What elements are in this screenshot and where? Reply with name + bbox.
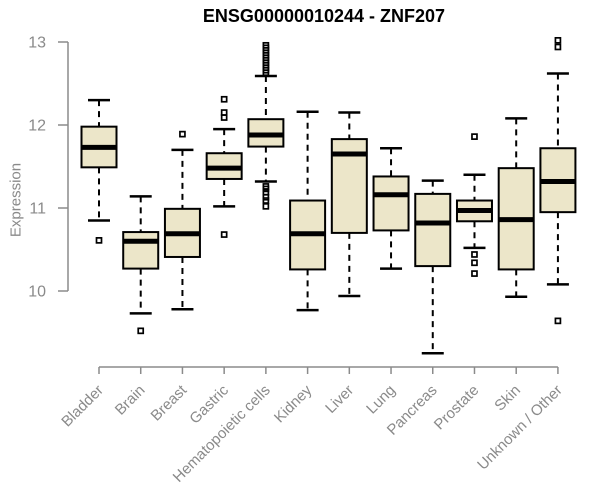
outlier-point	[262, 69, 270, 77]
outlier-point	[471, 251, 478, 258]
outlier-point	[471, 259, 478, 267]
x-axis-label-lung: Lung	[363, 382, 399, 418]
box-prostate	[455, 133, 493, 277]
y-axis-tick-label: 10	[28, 284, 46, 301]
outlier-point	[262, 202, 270, 210]
x-axis-label-skin: Skin	[491, 382, 524, 415]
outlier-point	[95, 237, 103, 244]
x-axis-label-kidney: Kidney	[271, 381, 316, 426]
outlier-point	[179, 130, 186, 138]
y-axis-title: Expression	[7, 162, 25, 238]
outlier-point	[554, 36, 562, 44]
outlier-point	[137, 327, 145, 335]
box-bladder	[80, 98, 118, 244]
iqr-box	[414, 192, 452, 268]
outlier-point	[471, 133, 478, 140]
box-pancreas	[414, 179, 452, 355]
iqr-box	[122, 231, 160, 270]
y-axis-tick-label: 13	[28, 35, 46, 52]
box-breast	[163, 130, 201, 311]
iqr-box	[372, 175, 410, 232]
box-brain	[122, 195, 160, 335]
box-hematopoietic-cells	[247, 41, 285, 210]
outlier-point	[220, 231, 228, 238]
box-skin	[497, 117, 535, 299]
outlier-point	[554, 43, 562, 51]
box-gastric	[205, 95, 243, 238]
x-axis-label-brain: Brain	[112, 382, 149, 419]
outlier-point	[471, 270, 478, 277]
x-axis-label-prostate: Prostate	[431, 382, 483, 434]
box-liver	[330, 111, 368, 298]
outlier-point	[220, 114, 228, 121]
outlier-point	[220, 95, 228, 103]
box-lung	[372, 146, 410, 270]
outlier-point	[554, 317, 562, 325]
y-axis-tick-label: 12	[28, 118, 46, 135]
box-kidney	[289, 110, 327, 312]
x-axis-label-bladder: Bladder	[58, 382, 107, 431]
x-axis-label-breast: Breast	[148, 381, 191, 424]
y-axis-tick-label: 11	[29, 201, 46, 218]
box-unknown-other	[539, 36, 577, 325]
chart-title: ENSG00000010244 - ZNF207	[202, 6, 446, 26]
x-axis-label-liver: Liver	[322, 382, 357, 417]
